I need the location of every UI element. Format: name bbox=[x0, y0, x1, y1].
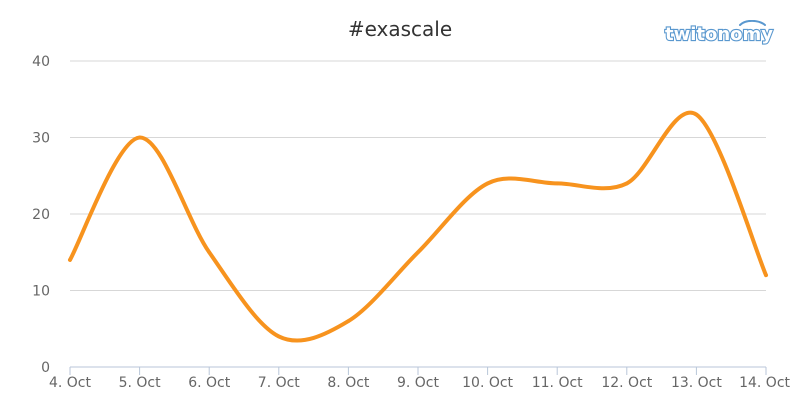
x-tick-label: 7. Oct bbox=[258, 375, 301, 391]
data-point bbox=[207, 250, 211, 255]
y-tick-label: 20 bbox=[32, 207, 50, 223]
x-tick-label: 14. Oct bbox=[739, 375, 790, 391]
x-axis bbox=[69, 366, 767, 375]
data-point bbox=[485, 181, 490, 186]
data-point bbox=[277, 334, 281, 339]
x-tick-label: 8. Oct bbox=[327, 375, 370, 391]
data-point bbox=[555, 181, 559, 186]
x-tick-label: 9. Oct bbox=[397, 375, 440, 391]
twitonomy-logo: twitonomy bbox=[664, 20, 774, 46]
x-tick-label: 5. Oct bbox=[119, 375, 162, 391]
data-point bbox=[764, 273, 768, 278]
y-axis-labels: 0 10 20 30 40 bbox=[32, 54, 50, 376]
series-line bbox=[68, 110, 768, 343]
x-tick-label: 4. Oct bbox=[49, 375, 92, 391]
data-point bbox=[346, 319, 351, 323]
chart-title: #exascale bbox=[348, 17, 452, 41]
y-tick-label: 30 bbox=[32, 131, 50, 147]
y-tick-label: 0 bbox=[41, 360, 50, 376]
x-tick-label: 6. Oct bbox=[188, 375, 231, 391]
data-point bbox=[137, 135, 142, 140]
x-tick-label: 12. Oct bbox=[601, 375, 652, 391]
x-tick-label: 13. Oct bbox=[671, 375, 722, 391]
logo-swirl bbox=[739, 20, 766, 26]
series-layer bbox=[68, 110, 768, 343]
brand-text: twitonomy bbox=[665, 24, 773, 45]
grid-lines bbox=[70, 60, 766, 291]
y-tick-label: 40 bbox=[32, 54, 50, 70]
x-tick-label: 11. Oct bbox=[532, 375, 583, 391]
x-axis-labels: 4. Oct 5. Oct 6. Oct 7. Oct 8. Oct 9. Oct 10. … bbox=[49, 375, 791, 391]
x-tick-label: 10. Oct bbox=[462, 375, 513, 391]
data-point bbox=[416, 250, 420, 255]
data-point bbox=[68, 258, 72, 262]
y-tick-label: 10 bbox=[32, 284, 50, 300]
data-point bbox=[694, 112, 699, 117]
data-point bbox=[625, 181, 629, 186]
